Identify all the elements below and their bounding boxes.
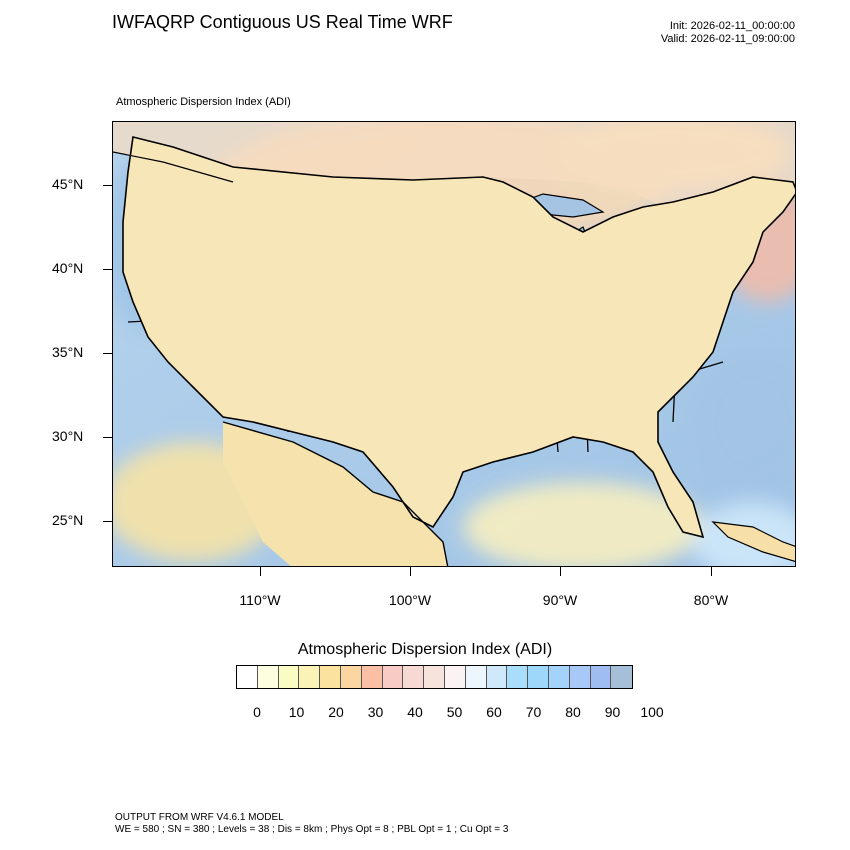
- lat-tick: [103, 437, 112, 438]
- legend-swatch: [320, 666, 341, 688]
- lon-label-90: 90°W: [542, 592, 578, 608]
- lat-tick: [103, 269, 112, 270]
- model-footer: OUTPUT FROM WRF V4.6.1 MODEL WE = 580 ; …: [115, 812, 508, 836]
- legend-swatch: [424, 666, 445, 688]
- legend-tick-label: 70: [525, 704, 542, 720]
- legend-swatch: [486, 666, 508, 688]
- lat-tick: [103, 521, 112, 522]
- lon-tick: [260, 567, 261, 576]
- legend-tick-label: 80: [565, 704, 581, 720]
- lon-tick: [410, 567, 411, 576]
- us-map: [113, 122, 795, 566]
- legend-swatch: [361, 666, 383, 688]
- legend-tick-label: 50: [446, 704, 463, 720]
- legend-swatch: [528, 666, 549, 688]
- lon-label-110: 110°W: [239, 592, 281, 608]
- legend-swatch: [569, 666, 591, 688]
- legend-swatch: [444, 666, 466, 688]
- legend-tick-label: 40: [407, 704, 423, 720]
- legend-tick-label: 20: [328, 704, 344, 720]
- legend-swatch: [465, 666, 487, 688]
- lon-tick: [560, 567, 561, 576]
- forecast-time-block: Init: 2026-02-11_00:00:00 Valid: 2026-02…: [661, 20, 795, 46]
- legend-swatch: [340, 666, 362, 688]
- map-panel: [112, 121, 796, 567]
- lat-tick: [103, 185, 112, 186]
- chart-title: IWFAQRP Contiguous US Real Time WRF: [112, 12, 453, 32]
- legend-swatch: [257, 666, 279, 688]
- footer-line-2: WE = 580 ; SN = 380 ; Levels = 38 ; Dis …: [115, 824, 509, 835]
- footer-line-1: OUTPUT FROM WRF V4.6.1 MODEL: [115, 812, 284, 823]
- mexico-land: [223, 422, 448, 566]
- lat-label-25: 25°N: [52, 512, 84, 528]
- lat-label-45: 45°N: [52, 176, 84, 192]
- legend-tick-label: 0: [253, 704, 261, 720]
- legend-title: Atmospheric Dispersion Index (ADI): [297, 641, 553, 658]
- legend-tick-label: 100: [640, 704, 664, 720]
- lon-label-100: 100°W: [388, 592, 432, 608]
- init-time: Init: 2026-02-11_00:00:00: [669, 20, 795, 32]
- lat-label-35: 35°N: [52, 344, 84, 360]
- legend-tick-label: 60: [486, 704, 502, 720]
- lat-label-30: 30°N: [52, 428, 84, 444]
- legend-swatch: [278, 666, 300, 688]
- legend-swatch: [299, 666, 321, 688]
- lon-label-80: 80°W: [693, 592, 729, 608]
- legend-swatch: [548, 666, 570, 688]
- valid-time: Valid: 2026-02-11_09:00:00: [660, 33, 795, 45]
- map-subtitle: Atmospheric Dispersion Index (ADI): [116, 96, 291, 108]
- canada-land: [113, 122, 795, 242]
- legend-swatch: [590, 666, 612, 688]
- legend-swatch: [611, 666, 633, 688]
- legend-swatch: [403, 666, 425, 688]
- legend-swatch: [507, 666, 529, 688]
- legend-tick-label: 10: [288, 704, 305, 720]
- lat-tick: [103, 353, 112, 354]
- lon-tick: [711, 567, 712, 576]
- legend-color-bar: [236, 665, 634, 689]
- cuba: [711, 521, 795, 563]
- legend-tick-label: 30: [367, 704, 384, 720]
- legend-swatch: [237, 666, 258, 688]
- legend-tick-label: 90: [604, 704, 621, 720]
- legend-swatch: [382, 666, 404, 688]
- lat-label-40: 40°N: [52, 260, 84, 276]
